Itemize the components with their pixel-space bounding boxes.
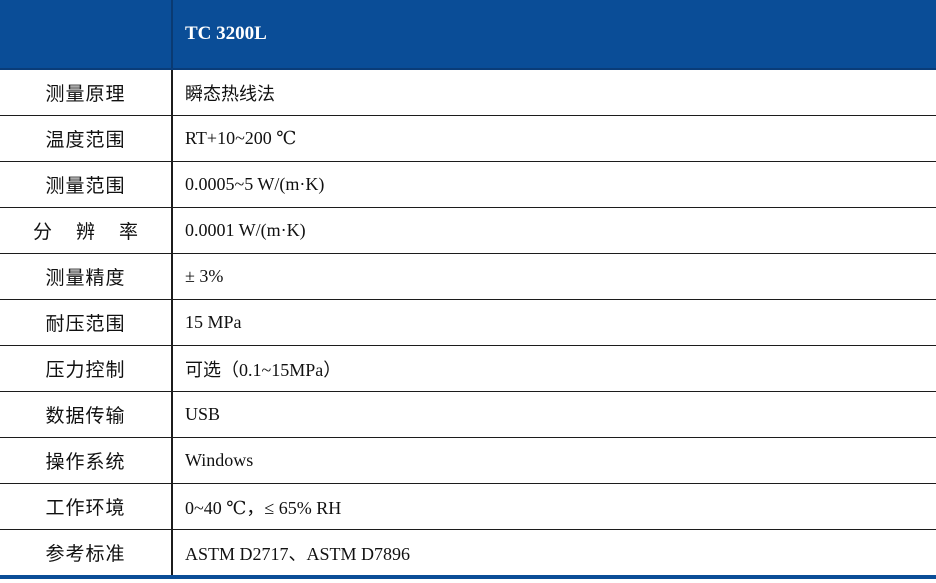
spec-label: 操作系统 xyxy=(0,437,173,484)
table-row: 数据传输 USB xyxy=(0,391,936,438)
spec-value: 0~40 ℃，≤ 65% RH xyxy=(172,483,936,530)
table-row: 测量范围 0.0005~5 W/(m·K) xyxy=(0,161,936,208)
table-row: 测量原理 瞬态热线法 xyxy=(0,69,936,116)
spec-label: 数据传输 xyxy=(0,391,173,438)
spec-value: ± 3% xyxy=(172,253,936,300)
table-header-row: TC 3200L xyxy=(0,0,936,70)
table-row: 参考标准 ASTM D2717、ASTM D7896 xyxy=(0,529,936,579)
spec-label: 测量原理 xyxy=(0,69,173,116)
table-row: 温度范围 RT+10~200 ℃ xyxy=(0,115,936,162)
spec-value: Windows xyxy=(172,437,936,484)
spec-value: 15 MPa xyxy=(172,299,936,346)
table-row: 测量精度 ± 3% xyxy=(0,253,936,300)
header-empty-cell xyxy=(0,0,173,70)
spec-value: 可选（0.1~15MPa） xyxy=(172,345,936,392)
header-model-name: TC 3200L xyxy=(172,0,936,70)
spec-label: 分 辨 率 xyxy=(0,207,173,254)
spec-label: 耐压范围 xyxy=(0,299,173,346)
spec-value: 0.0001 W/(m·K) xyxy=(172,207,936,254)
spec-label: 测量范围 xyxy=(0,161,173,208)
spec-value: RT+10~200 ℃ xyxy=(172,115,936,162)
spec-label: 压力控制 xyxy=(0,345,173,392)
spec-value: USB xyxy=(172,391,936,438)
spec-label: 测量精度 xyxy=(0,253,173,300)
spec-value: 瞬态热线法 xyxy=(172,69,936,116)
spec-label: 温度范围 xyxy=(0,115,173,162)
table-row: 工作环境 0~40 ℃，≤ 65% RH xyxy=(0,483,936,530)
table-row: 压力控制 可选（0.1~15MPa） xyxy=(0,345,936,392)
spec-label: 工作环境 xyxy=(0,483,173,530)
spec-value: 0.0005~5 W/(m·K) xyxy=(172,161,936,208)
spec-value: ASTM D2717、ASTM D7896 xyxy=(172,529,936,579)
table-row: 分 辨 率 0.0001 W/(m·K) xyxy=(0,207,936,254)
spec-label: 参考标准 xyxy=(0,529,173,579)
table-row: 操作系统 Windows xyxy=(0,437,936,484)
table-row: 耐压范围 15 MPa xyxy=(0,299,936,346)
